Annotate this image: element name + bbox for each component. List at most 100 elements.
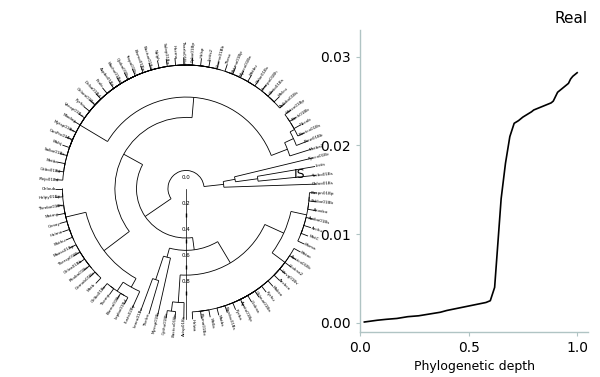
Text: Nacob: Nacob	[299, 117, 312, 127]
Text: Bacpn01Bp: Bacpn01Bp	[311, 191, 335, 196]
Text: Macho01Bp: Macho01Bp	[106, 61, 122, 84]
Text: Listis: Listis	[316, 162, 326, 169]
Text: Themp: Themp	[100, 293, 112, 307]
Text: 0.2: 0.2	[182, 201, 190, 206]
Text: Citbo01Bd: Citbo01Bd	[40, 167, 61, 173]
Text: Chloro01Ba: Chloro01Ba	[75, 86, 95, 106]
Text: Metco01Bp: Metco01Bp	[285, 98, 306, 115]
Text: Blsmo01Bp: Blsmo01Bp	[133, 49, 145, 72]
Text: Salbo01Bs: Salbo01Bs	[43, 147, 65, 157]
Text: 0.0: 0.0	[182, 175, 190, 179]
Text: Real: Real	[555, 11, 588, 26]
Text: Nalph: Nalph	[153, 49, 160, 61]
Text: Thelco: Thelco	[143, 313, 151, 327]
Text: Acisp01Bs: Acisp01Bs	[182, 315, 186, 336]
Text: Austco01Bc: Austco01Bc	[290, 254, 312, 271]
Text: Anodco: Anodco	[313, 208, 329, 215]
Text: Delsa01Bd: Delsa01Bd	[83, 80, 101, 99]
Text: Metmp: Metmp	[44, 213, 59, 219]
Text: Metba2: Metba2	[308, 143, 325, 152]
Text: Pyrho: Pyrho	[73, 98, 85, 108]
Text: Glomo01Bb: Glomo01Bb	[215, 44, 225, 68]
Text: Metba: Metba	[45, 158, 59, 164]
Text: Cenay: Cenay	[47, 221, 61, 229]
Text: Vensp01Bv: Vensp01Bv	[63, 102, 84, 118]
Text: Barcbu01Bs: Barcbu01Bs	[223, 306, 235, 331]
Text: Hacmo: Hacmo	[172, 45, 177, 60]
Text: Globna2: Globna2	[287, 264, 304, 277]
Text: Threbo01Bh: Threbo01Bh	[38, 203, 63, 211]
Text: Fusts02Bp: Fusts02Bp	[124, 303, 136, 324]
Text: 0.6: 0.6	[182, 253, 190, 258]
Text: Sulep01Bp: Sulep01Bp	[161, 42, 169, 64]
Text: Agatu01Bp: Agatu01Bp	[239, 300, 253, 323]
Text: Moma: Moma	[304, 242, 316, 251]
Text: Thesc: Thesc	[226, 52, 233, 65]
Y-axis label: IS: IS	[293, 168, 305, 181]
Text: Chlouo01Ba: Chlouo01Ba	[254, 291, 271, 314]
Text: Metmo01Bp: Metmo01Bp	[231, 49, 244, 74]
Text: Chluo01Bs: Chluo01Bs	[312, 181, 334, 186]
Text: Chlea01Bb: Chlea01Bb	[64, 259, 84, 275]
Text: Metac: Metac	[299, 250, 312, 260]
Text: Lepbo01Bd: Lepbo01Bd	[115, 298, 129, 320]
Text: Maass01Bp: Maass01Bp	[53, 244, 76, 258]
Text: Mella: Mella	[208, 317, 214, 329]
Text: Lenra01Bv: Lenra01Bv	[133, 306, 144, 328]
Text: Arthbo01Bs: Arthbo01Bs	[280, 90, 301, 109]
Text: Opiba01Bv: Opiba01Bv	[115, 57, 128, 79]
Text: Aspbo01Bs: Aspbo01Bs	[98, 67, 114, 88]
X-axis label: Phylogenetic depth: Phylogenetic depth	[413, 360, 535, 373]
Text: Bactuo01Ba: Bactuo01Ba	[142, 45, 152, 70]
Text: Thersp01Bh: Thersp01Bh	[57, 251, 80, 267]
Text: Myxsp01Bs: Myxsp01Bs	[152, 310, 161, 334]
Text: 0.4: 0.4	[182, 227, 190, 232]
Text: Vicvg01Bv: Vicvg01Bv	[280, 269, 299, 286]
Text: Bach01Bb: Bach01Bb	[291, 107, 311, 121]
Text: Pyrhu: Pyrhu	[265, 291, 275, 303]
Text: Melcu: Melcu	[278, 87, 289, 98]
Text: Myxco01Ba: Myxco01Ba	[239, 54, 253, 77]
Text: Cythu01Bb: Cythu01Bb	[161, 312, 169, 336]
Text: Rhoba01Bo: Rhoba01Bo	[69, 265, 89, 283]
Text: Bactco01Bn: Bactco01Bn	[172, 313, 178, 337]
Text: Prow01Bb: Prow01Bb	[303, 133, 324, 144]
Text: Globna: Globna	[249, 300, 260, 314]
Text: Descpo01Bh: Descpo01Bh	[260, 69, 279, 92]
Text: Halwa: Halwa	[191, 319, 195, 331]
Text: Malsj: Malsj	[51, 139, 62, 147]
Text: Trepa01Bs: Trepa01Bs	[124, 53, 136, 74]
Text: Halpy01Bp: Halpy01Bp	[38, 195, 61, 201]
Text: Halsp: Halsp	[199, 47, 205, 58]
Text: Tacbo01Bs: Tacbo01Bs	[311, 172, 333, 178]
Text: 0.8: 0.8	[182, 279, 190, 284]
Text: Autbo01Bs: Autbo01Bs	[308, 216, 331, 225]
Text: MetC: MetC	[308, 234, 319, 242]
Text: Miadag: Miadag	[61, 112, 76, 124]
Text: Gemob01Bo: Gemob01Bo	[74, 271, 96, 291]
Text: CanPro01Bs: CanPro01Bs	[48, 128, 73, 141]
Text: Mothu: Mothu	[53, 238, 67, 247]
Text: Halma: Halma	[50, 230, 64, 238]
Text: Listis2: Listis2	[208, 47, 214, 61]
Text: Pyrba: Pyrba	[234, 309, 242, 322]
Text: Matbs: Matbs	[217, 314, 224, 328]
Text: Chito01Bs: Chito01Bs	[268, 77, 286, 95]
Text: Mabco: Mabco	[271, 285, 283, 297]
Text: Plsma01Bo: Plsma01Bo	[199, 313, 205, 336]
Text: Blama01Bo: Blama01Bo	[106, 294, 122, 316]
Text: Chloub: Chloub	[42, 187, 56, 190]
Text: Pcob: Pcob	[94, 78, 103, 88]
Text: Archu: Archu	[310, 226, 323, 233]
Text: Bactco01Bs: Bactco01Bs	[298, 123, 322, 137]
Text: Chlbo01Bc: Chlbo01Bc	[90, 284, 107, 303]
Text: Chlor01Bs: Chlor01Bs	[255, 65, 270, 85]
Text: Metbu: Metbu	[250, 63, 259, 77]
Text: Pakbo01Bb: Pakbo01Bb	[311, 199, 334, 205]
Text: Metb: Metb	[87, 283, 97, 293]
Text: Epbo01Bp: Epbo01Bp	[190, 41, 196, 62]
Text: Tharlo01Bd: Tharlo01Bd	[181, 40, 186, 63]
Text: Plejo01Bd: Plejo01Bd	[39, 176, 60, 182]
Text: Pycco01Bc: Pycco01Bc	[308, 152, 331, 161]
Text: Ancbco: Ancbco	[277, 278, 290, 291]
